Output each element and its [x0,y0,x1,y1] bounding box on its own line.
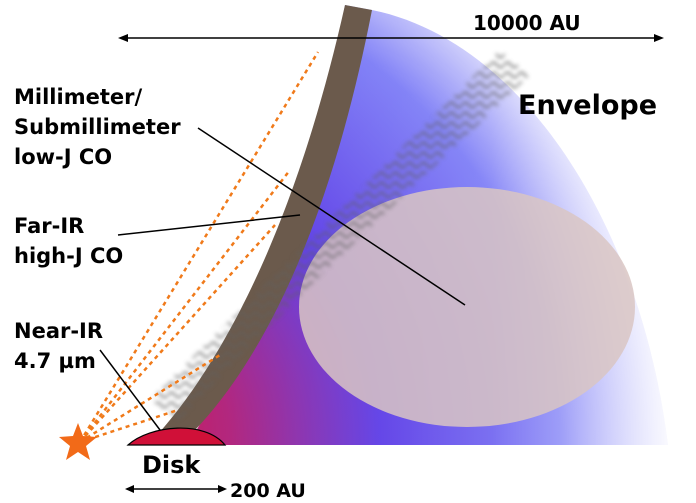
scale-arrow-small [125,485,227,493]
scale-small-label: 200 AU [230,480,306,502]
fir-leader-line [117,214,301,236]
nir-label-line1: Near-IR [14,319,103,343]
disk-outline [126,427,227,446]
outflow-cavity-wall [148,5,372,445]
mm-label-line2: Submillimeter [14,115,181,139]
disk-label: Disk [142,451,201,479]
nir-leader-line [99,349,161,431]
sight-lines [78,51,320,444]
envelope-label: Envelope [518,90,657,121]
mm-label-line1: Millimeter/ [14,85,142,109]
fir-label-line2: high-J CO [14,244,123,268]
submillimeter-emission-ellipse [299,187,635,427]
fir-label-line1: Far-IR [14,214,84,238]
scale-arrow-large [118,34,664,42]
nir-label-line2: 4.7 µm [14,349,96,373]
mm-leader-line [197,127,466,306]
mm-label-line3: low-J CO [14,145,112,169]
scale-large-label: 10000 AU [473,11,581,35]
outflow-wave-band [150,50,530,420]
star-icon [59,423,97,460]
